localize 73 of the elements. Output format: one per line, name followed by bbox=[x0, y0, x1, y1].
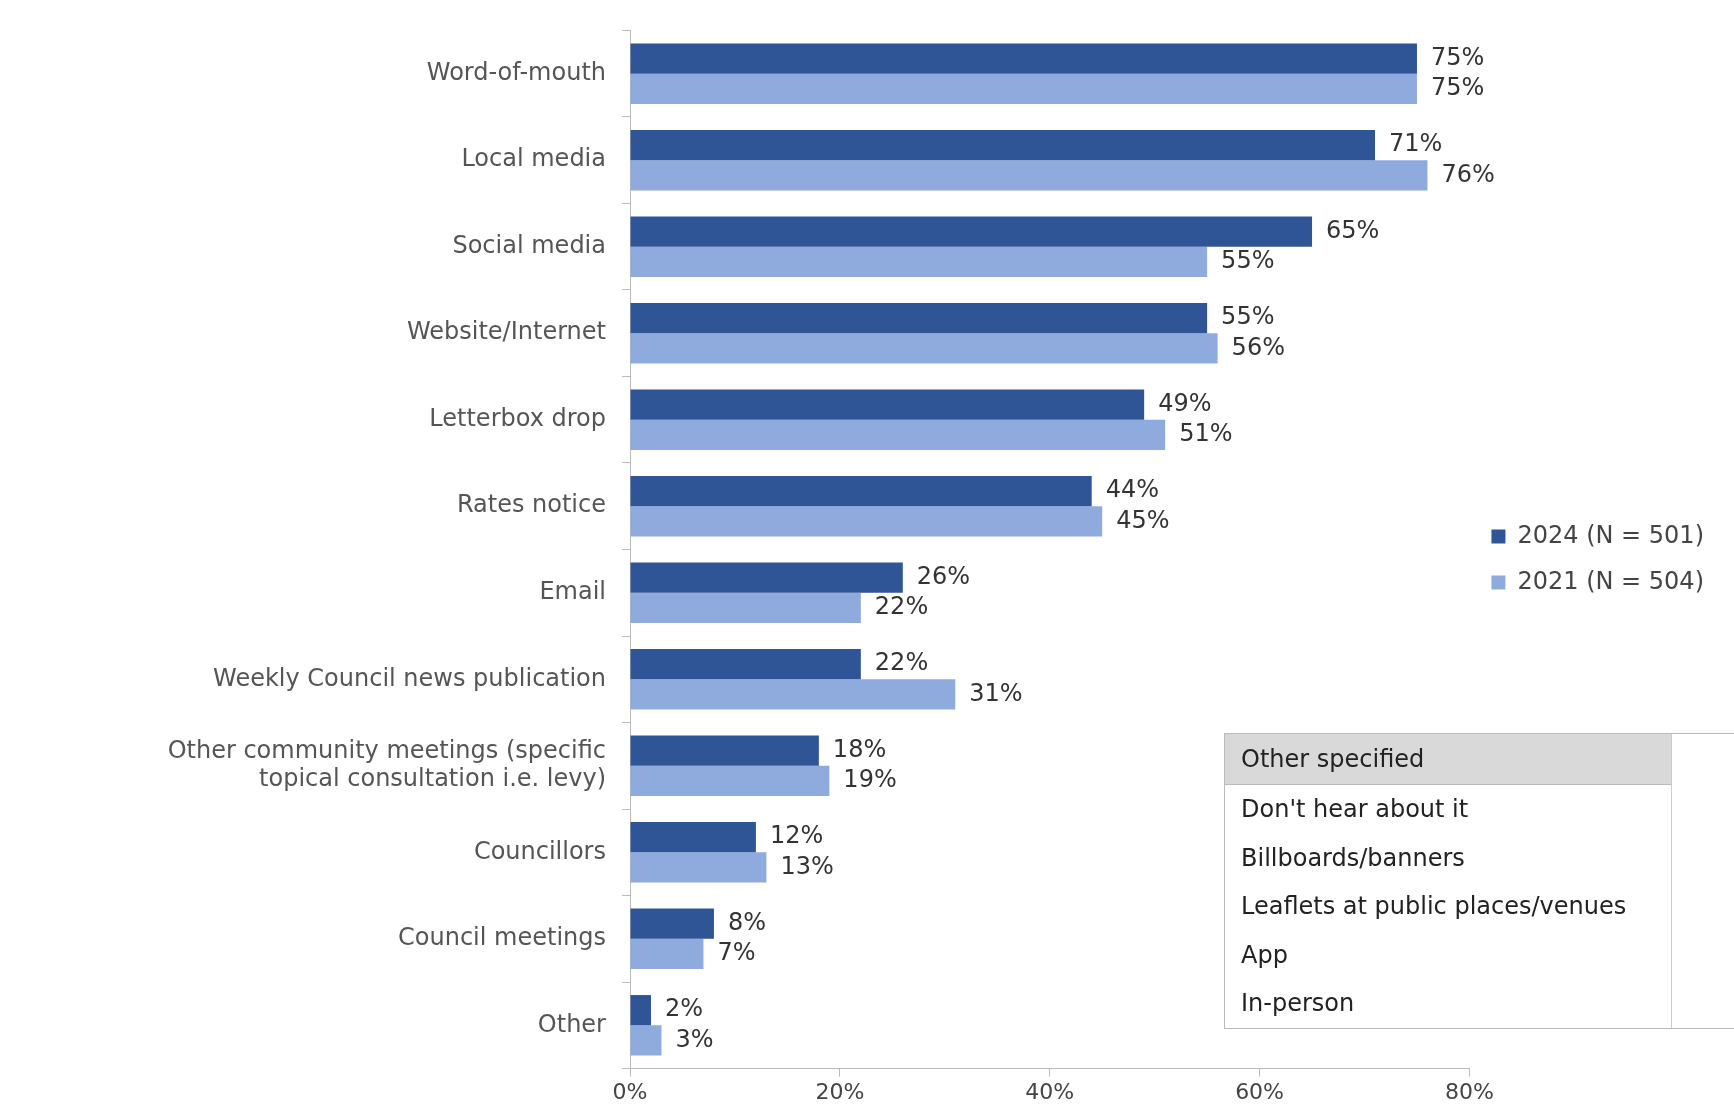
data-label: 19% bbox=[843, 765, 897, 794]
data-label: 56% bbox=[1231, 332, 1285, 361]
y-tick-label: Weekly Council news publication bbox=[213, 663, 606, 692]
y-tick-label: Other bbox=[537, 1009, 607, 1038]
bar bbox=[630, 938, 704, 970]
annotation: Other specified bbox=[1225, 734, 1672, 785]
data-label: 3% bbox=[675, 1024, 714, 1053]
bar bbox=[630, 735, 819, 766]
data-label: 75% bbox=[1430, 73, 1485, 102]
bar bbox=[630, 246, 1208, 277]
y-tick-label: Social media bbox=[452, 230, 606, 259]
bar bbox=[630, 822, 756, 853]
data-label: 31% bbox=[969, 678, 1023, 707]
bar bbox=[630, 43, 1417, 74]
data-label: 49% bbox=[1158, 388, 1212, 417]
data-label: 26% bbox=[916, 561, 971, 590]
bar bbox=[630, 852, 767, 883]
y-tick-label: Email bbox=[539, 576, 606, 605]
y-tick-label: Councillors bbox=[473, 836, 606, 865]
data-label: 75% bbox=[1430, 42, 1485, 71]
data-label: 13% bbox=[780, 851, 834, 880]
y-tick-label: Rates notice bbox=[456, 490, 606, 519]
y-tick-label: Other community meetings (specific topical consultation i.e. levy) bbox=[167, 735, 606, 793]
bar bbox=[630, 160, 1428, 191]
bar bbox=[630, 648, 861, 680]
y-tick-label: Word-of-mouth bbox=[426, 57, 606, 86]
data-label: 7% bbox=[717, 938, 756, 967]
data-label: 51% bbox=[1179, 419, 1233, 448]
y-tick-label: Local media bbox=[461, 144, 606, 173]
bar bbox=[630, 302, 1208, 334]
annotation: In-person bbox=[1225, 979, 1672, 1028]
legend-label: 2024 (N = 501) bbox=[1517, 520, 1704, 549]
annotation: Billboards/banners bbox=[1225, 833, 1672, 882]
data-label: 22% bbox=[874, 648, 929, 677]
y-tick-label: Letterbox drop bbox=[429, 403, 606, 432]
bar bbox=[630, 679, 956, 710]
data-label: 65% bbox=[1326, 215, 1380, 244]
bar bbox=[630, 506, 1103, 537]
data-label: 45% bbox=[1116, 505, 1170, 534]
data-label: 12% bbox=[769, 821, 824, 850]
bar bbox=[630, 1025, 662, 1056]
bar bbox=[630, 216, 1313, 247]
data-label: 8% bbox=[727, 907, 767, 936]
bar bbox=[630, 475, 1092, 507]
x-tick-label: 40% bbox=[1025, 1078, 1075, 1104]
bar bbox=[630, 129, 1375, 161]
bar bbox=[630, 562, 903, 593]
data-label: 55% bbox=[1221, 302, 1275, 331]
bar bbox=[630, 389, 1145, 420]
bar bbox=[630, 995, 651, 1026]
annotation: Leaflets at public places/venues bbox=[1225, 882, 1672, 931]
data-label: 76% bbox=[1441, 159, 1495, 188]
bar bbox=[630, 765, 830, 797]
data-label: 18% bbox=[832, 734, 887, 763]
x-tick-label: 80% bbox=[1444, 1078, 1494, 1104]
bar bbox=[630, 419, 1166, 451]
data-label: 22% bbox=[874, 592, 929, 621]
bar bbox=[630, 333, 1218, 364]
x-tick-label: 20% bbox=[815, 1078, 865, 1104]
x-tick-label: 60% bbox=[1235, 1078, 1285, 1104]
data-label: 71% bbox=[1389, 129, 1443, 158]
bar bbox=[630, 592, 861, 624]
data-label: 55% bbox=[1221, 246, 1275, 275]
annotation: App bbox=[1225, 930, 1672, 979]
y-tick-label: Website/Internet bbox=[406, 317, 606, 346]
legend-label: 2021 (N = 504) bbox=[1517, 566, 1704, 595]
data-label: 2% bbox=[664, 994, 704, 1023]
bar bbox=[630, 73, 1417, 104]
annotation: Don't hear about it bbox=[1225, 785, 1672, 834]
y-tick-label: Council meetings bbox=[398, 923, 606, 952]
data-label: 44% bbox=[1105, 475, 1160, 504]
bar bbox=[630, 908, 714, 939]
x-tick-label: 0% bbox=[612, 1078, 648, 1104]
